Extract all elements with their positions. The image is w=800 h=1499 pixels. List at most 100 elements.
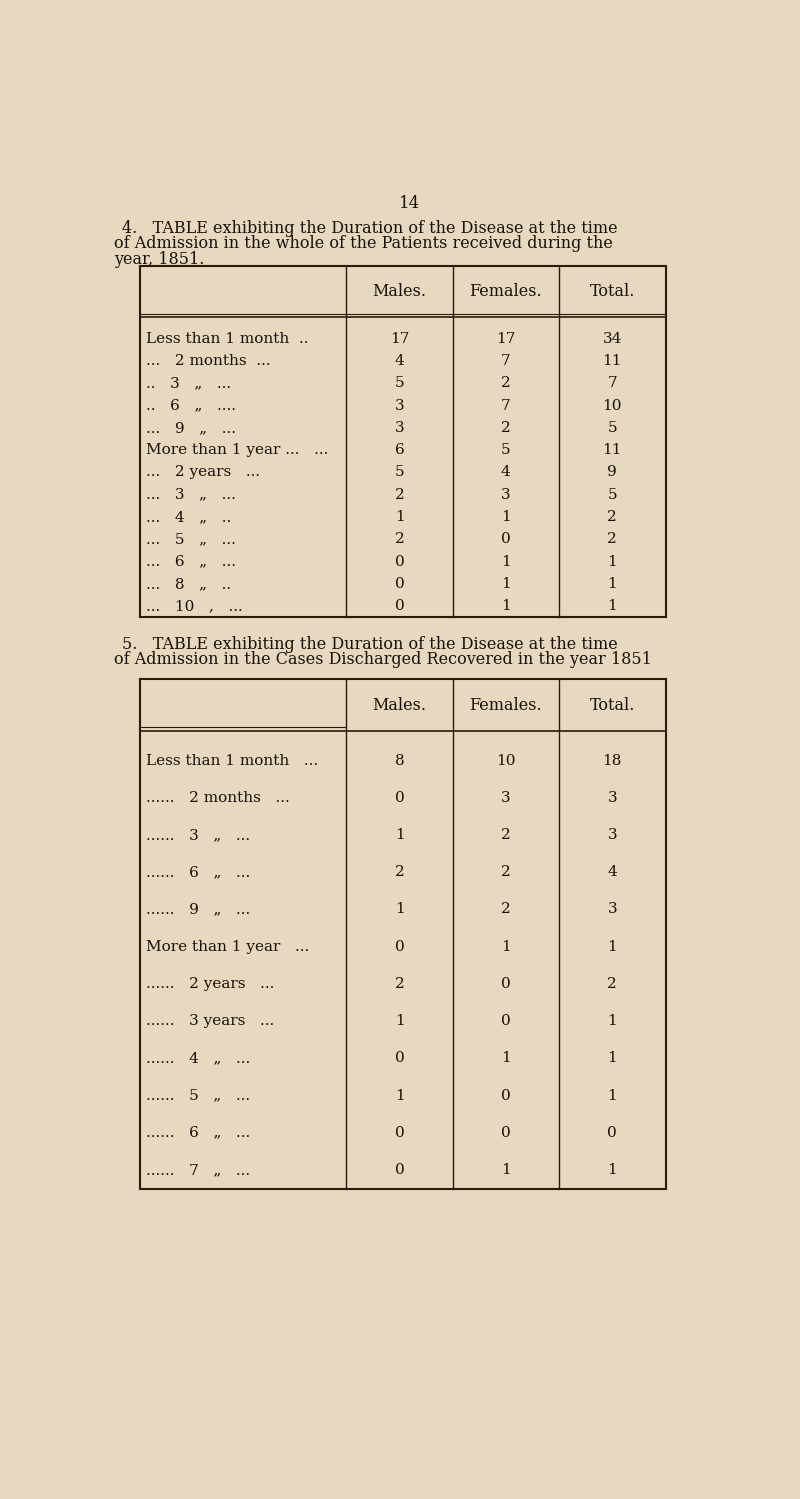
Text: 7: 7 [501, 399, 510, 412]
Text: 3: 3 [501, 487, 510, 502]
Text: ...   4   „   ..: ... 4 „ .. [146, 510, 232, 525]
Text: ......   6   „   ...: ...... 6 „ ... [146, 865, 250, 880]
Text: 3: 3 [394, 421, 404, 435]
Text: 1: 1 [501, 1051, 510, 1066]
Text: 1: 1 [607, 577, 617, 591]
Text: Males.: Males. [373, 283, 426, 300]
Text: ...   3   „   ...: ... 3 „ ... [146, 487, 236, 502]
Text: Males.: Males. [373, 697, 426, 714]
Text: ...   9   „   ...: ... 9 „ ... [146, 421, 237, 435]
Text: More than 1 year   ...: More than 1 year ... [146, 940, 310, 953]
Text: 11: 11 [602, 354, 622, 369]
Text: 0: 0 [501, 532, 510, 546]
Text: ......   5   „   ...: ...... 5 „ ... [146, 1088, 250, 1103]
Text: 2: 2 [394, 977, 405, 991]
Text: 0: 0 [394, 1126, 405, 1139]
Text: 2: 2 [607, 977, 617, 991]
Text: ......   3   „   ...: ...... 3 „ ... [146, 827, 250, 842]
Text: 4: 4 [394, 354, 405, 369]
Text: 11: 11 [602, 444, 622, 457]
Text: 1: 1 [501, 577, 510, 591]
Text: 1: 1 [607, 1015, 617, 1028]
Text: ......   3 years   ...: ...... 3 years ... [146, 1015, 274, 1028]
Text: 0: 0 [394, 555, 405, 568]
Text: 2: 2 [607, 510, 617, 525]
Text: 0: 0 [394, 940, 405, 953]
Text: 0: 0 [501, 977, 510, 991]
Text: 5: 5 [607, 487, 617, 502]
Text: 1: 1 [501, 1163, 510, 1177]
Text: 0: 0 [394, 791, 405, 805]
Text: 9: 9 [607, 466, 617, 480]
Text: of Admission in the Cases Discharged Recovered in the year 1851: of Admission in the Cases Discharged Rec… [114, 651, 652, 669]
Text: year, 1851.: year, 1851. [114, 250, 204, 268]
Text: ...   6   „   ...: ... 6 „ ... [146, 555, 237, 568]
Text: 17: 17 [496, 331, 515, 346]
Text: 2: 2 [394, 532, 405, 546]
Text: Females.: Females. [470, 283, 542, 300]
Text: 1: 1 [394, 902, 405, 916]
Text: 0: 0 [607, 1126, 617, 1139]
Text: 5: 5 [501, 444, 510, 457]
Text: 1: 1 [607, 555, 617, 568]
Text: 1: 1 [501, 555, 510, 568]
Text: Total.: Total. [590, 283, 635, 300]
Text: 2: 2 [501, 865, 510, 880]
Text: ...   2 years   ...: ... 2 years ... [146, 466, 261, 480]
Text: ..   6   „   ....: .. 6 „ .... [146, 399, 237, 412]
Text: 14: 14 [399, 195, 421, 213]
Text: 5: 5 [394, 466, 404, 480]
Text: Total.: Total. [590, 697, 635, 714]
Text: 0: 0 [394, 1051, 405, 1066]
Text: 17: 17 [390, 331, 410, 346]
Text: 1: 1 [501, 510, 510, 525]
Text: 1: 1 [394, 510, 405, 525]
Text: 3: 3 [607, 827, 617, 842]
Text: 2: 2 [394, 487, 405, 502]
Text: 1: 1 [394, 827, 405, 842]
Text: 2: 2 [501, 827, 510, 842]
Text: of Admission in the whole of the Patients received during the: of Admission in the whole of the Patient… [114, 235, 613, 252]
Text: 1: 1 [607, 600, 617, 613]
Text: 10: 10 [496, 754, 515, 767]
Text: 6: 6 [394, 444, 405, 457]
Text: 7: 7 [501, 354, 510, 369]
Text: 8: 8 [394, 754, 404, 767]
Text: ...   10   ,   ...: ... 10 , ... [146, 600, 243, 613]
Text: More than 1 year ...   ...: More than 1 year ... ... [146, 444, 329, 457]
Text: ......   9   „   ...: ...... 9 „ ... [146, 902, 250, 916]
Text: 5: 5 [394, 376, 404, 390]
Text: 1: 1 [607, 1051, 617, 1066]
Text: 1: 1 [607, 1088, 617, 1103]
Text: ......   2 years   ...: ...... 2 years ... [146, 977, 275, 991]
Text: Less than 1 month  ..: Less than 1 month .. [146, 331, 309, 346]
Text: 1: 1 [607, 1163, 617, 1177]
Text: ..   3   „   ...: .. 3 „ ... [146, 376, 232, 390]
Text: 1: 1 [501, 940, 510, 953]
Text: ......   6   „   ...: ...... 6 „ ... [146, 1126, 250, 1139]
Text: 0: 0 [501, 1015, 510, 1028]
Text: 1: 1 [607, 940, 617, 953]
Text: 3: 3 [501, 791, 510, 805]
Text: ......   4   „   ...: ...... 4 „ ... [146, 1051, 250, 1066]
Text: 3: 3 [394, 399, 404, 412]
Text: 1: 1 [394, 1088, 405, 1103]
Text: 0: 0 [394, 1163, 405, 1177]
Text: 3: 3 [607, 902, 617, 916]
Text: 0: 0 [501, 1088, 510, 1103]
Text: ......   7   „   ...: ...... 7 „ ... [146, 1163, 250, 1177]
Text: ...   8   „   ..: ... 8 „ .. [146, 577, 232, 591]
Text: 2: 2 [501, 902, 510, 916]
Text: 7: 7 [607, 376, 617, 390]
Text: 0: 0 [394, 600, 405, 613]
Text: 2: 2 [394, 865, 405, 880]
Text: 0: 0 [501, 1126, 510, 1139]
Text: 18: 18 [602, 754, 622, 767]
Text: 1: 1 [501, 600, 510, 613]
Text: 4: 4 [607, 865, 617, 880]
Text: 34: 34 [602, 331, 622, 346]
Text: Females.: Females. [470, 697, 542, 714]
Text: 2: 2 [607, 532, 617, 546]
Text: 2: 2 [501, 376, 510, 390]
Text: 10: 10 [602, 399, 622, 412]
